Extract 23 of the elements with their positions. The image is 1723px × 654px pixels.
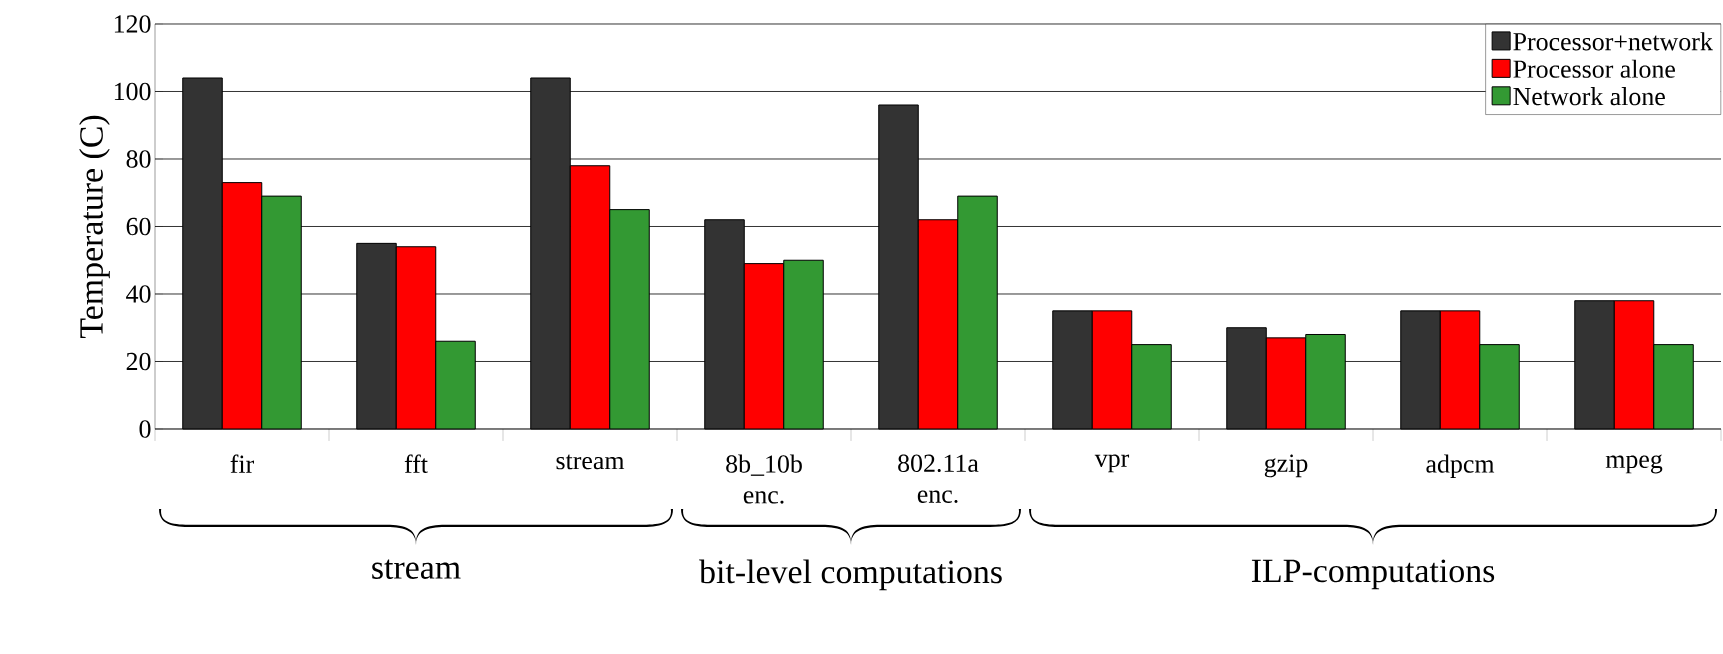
y-tick-label: 120 xyxy=(114,15,151,33)
x-tick-label: 8b_10b enc. xyxy=(726,454,802,504)
text: bit-level computations xyxy=(699,559,1002,591)
x-tick-label: gzip xyxy=(1264,454,1308,478)
legend-label: Processor+network xyxy=(1513,32,1713,51)
text: ILP-computations xyxy=(1251,559,1495,590)
y-tick-label: 60 xyxy=(126,217,151,236)
y-tick-label: 100 xyxy=(114,82,151,101)
x-tick-label: adpcm xyxy=(1426,454,1495,479)
y-tick-label: 80 xyxy=(126,150,151,168)
legend-label: Network alone xyxy=(1513,87,1665,106)
x-tick-label: vpr xyxy=(1094,454,1130,473)
y-tick-label: 0 xyxy=(139,420,151,438)
x-tick-label: mpeg xyxy=(1605,454,1663,474)
y-tick-label: 20 xyxy=(126,352,151,371)
y-tick-label: 40 xyxy=(126,285,151,303)
x-tick-label: 802.11a enc. xyxy=(898,454,979,503)
legend-label: Processor alone xyxy=(1513,59,1675,78)
x-tick-label: fft xyxy=(404,454,428,474)
text: stream xyxy=(372,559,461,579)
x-tick-label: fir xyxy=(230,454,255,473)
x-tick-label: stream xyxy=(556,454,625,470)
y-axis-title: Temperature (C) xyxy=(79,115,110,339)
